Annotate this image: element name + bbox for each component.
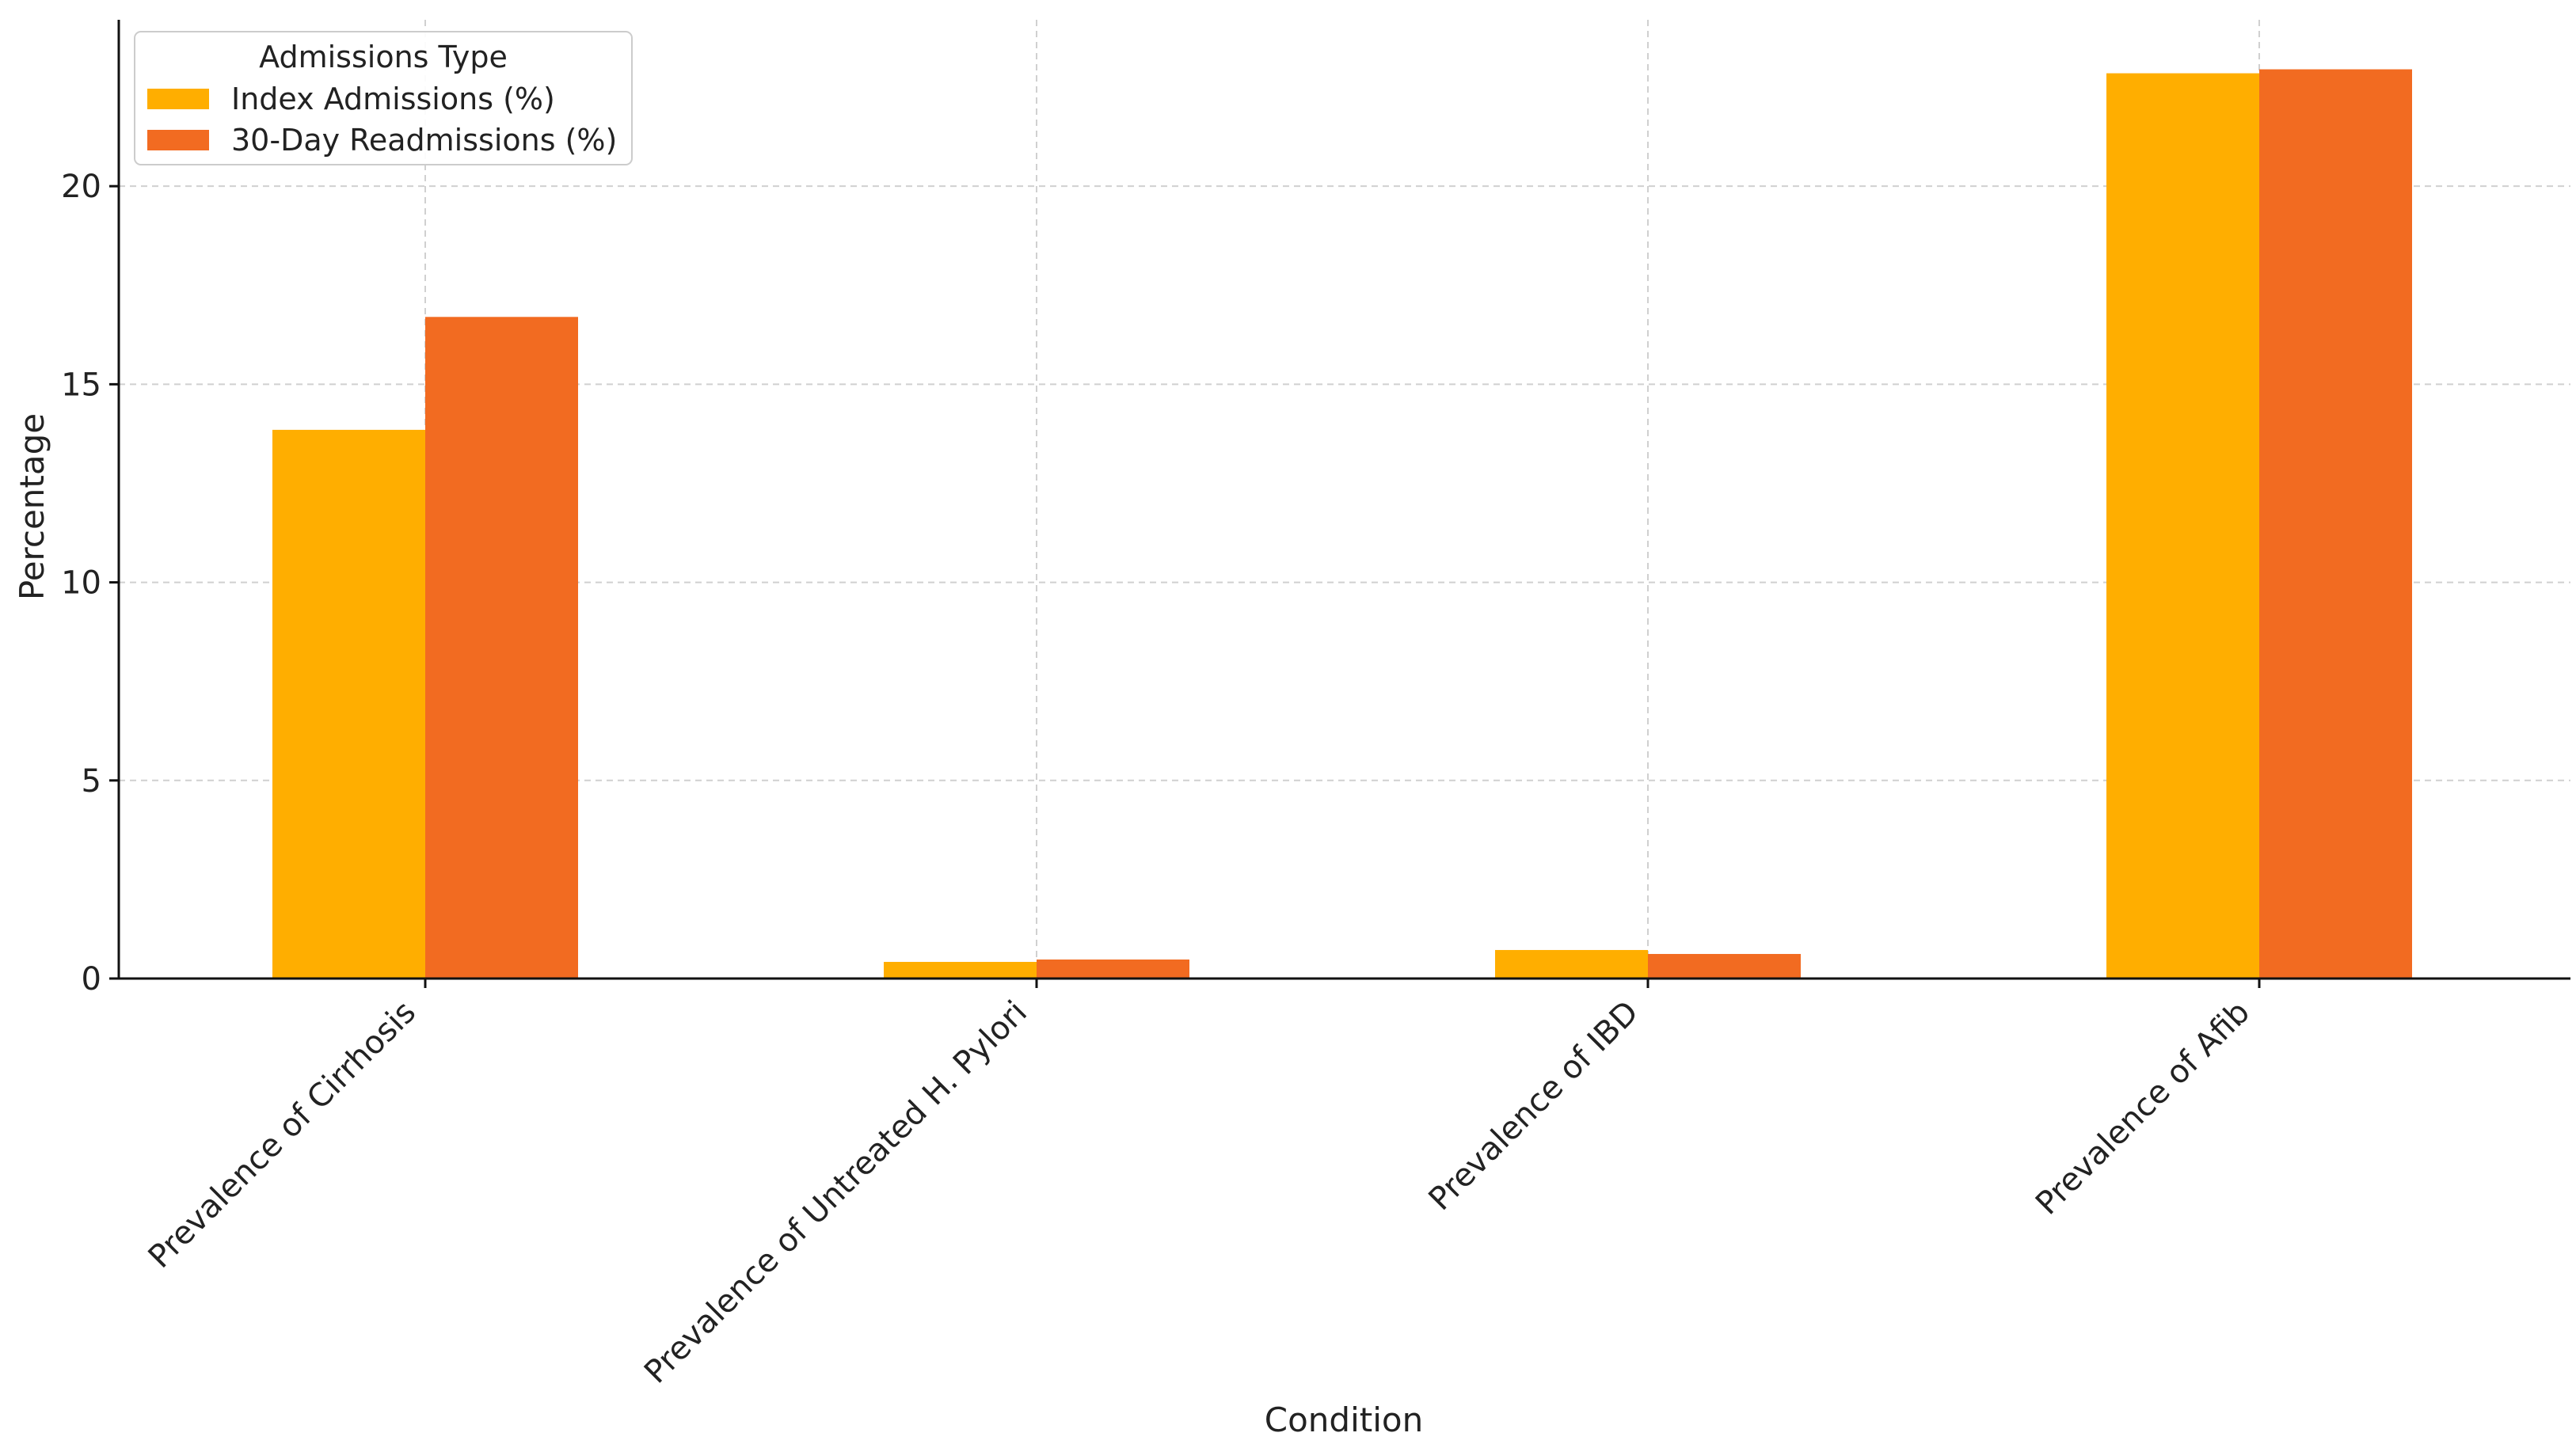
legend-label-30-day-readmissions: 30-Day Readmissions (%)	[231, 123, 617, 158]
bar-30-day-readmissions-0	[425, 317, 578, 979]
legend-title: Admissions Type	[259, 40, 508, 74]
legend-label-index-admissions: Index Admissions (%)	[231, 82, 555, 116]
bar-30-day-readmissions-2	[1648, 953, 1801, 979]
bar-30-day-readmissions-1	[1037, 959, 1189, 979]
y-tick-label: 0	[82, 961, 101, 998]
x-ticks: Prevalence of Cirrhosis Prevalence of Unt…	[142, 979, 2261, 1391]
x-tick-label: Prevalence of IBD	[1422, 994, 1646, 1218]
x-tick-label: Prevalence of Untreated H. Pylori	[637, 994, 1034, 1391]
y-ticks: 0 5 10 15 20	[61, 169, 119, 998]
bar-index-admissions-1	[884, 961, 1037, 979]
y-axis-title: Percentage	[13, 413, 51, 600]
legend-frame	[134, 31, 633, 165]
bars	[272, 69, 2412, 979]
x-axis-title: Condition	[1265, 1400, 1423, 1439]
legend-swatch-index-admissions	[147, 89, 209, 109]
y-tick-label: 15	[61, 367, 101, 403]
bar-index-admissions-0	[272, 429, 425, 979]
bar-index-admissions-3	[2106, 73, 2259, 979]
x-tick-label: Prevalence of Cirrhosis	[142, 994, 423, 1275]
axes	[117, 20, 2570, 980]
y-tick-label: 10	[61, 565, 101, 602]
legend: Admissions Type Index Admissions (%) 30-…	[134, 31, 633, 165]
x-tick-label: Prevalence of Afib	[2029, 994, 2257, 1222]
y-tick-label: 5	[82, 763, 101, 800]
bar-30-day-readmissions-3	[2259, 69, 2412, 979]
legend-swatch-30-day-readmissions	[147, 130, 209, 150]
y-tick-label: 20	[61, 169, 101, 205]
bar-index-admissions-2	[1495, 949, 1648, 979]
